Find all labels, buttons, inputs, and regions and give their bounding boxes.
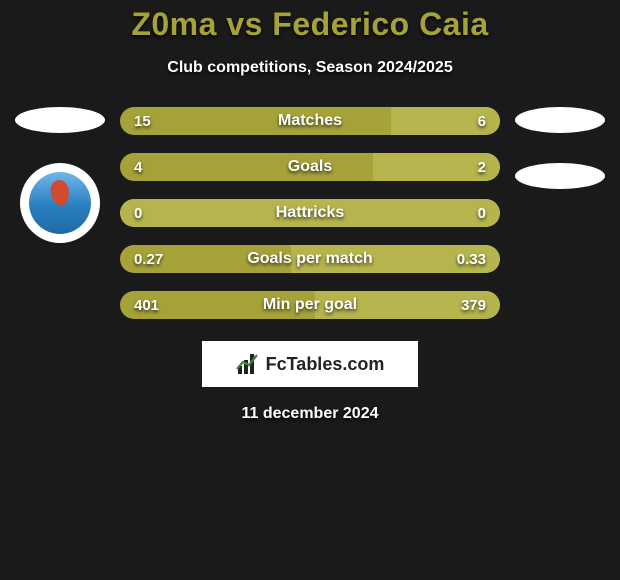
player-flag-right xyxy=(515,107,605,133)
stat-label: Matches xyxy=(120,107,500,135)
club-badge-left xyxy=(20,163,100,243)
date-label: 11 december 2024 xyxy=(0,405,620,423)
stat-value-right: 0 xyxy=(478,199,486,227)
body-row: 15Matches6 4Goals2 0Hattricks0 0.27Goals pe… xyxy=(0,107,620,319)
stat-value-right: 379 xyxy=(461,291,486,319)
stat-label: Min per goal xyxy=(120,291,500,319)
subtitle: Club competitions, Season 2024/2025 xyxy=(0,59,620,77)
comparison-card: Z0ma vs Federico Caia Club competitions,… xyxy=(0,0,620,423)
source-logo-text: FcTables.com xyxy=(266,354,385,375)
stat-bar: 15Matches6 xyxy=(120,107,500,135)
bars-column: 15Matches6 4Goals2 0Hattricks0 0.27Goals pe… xyxy=(110,107,510,319)
stat-value-right: 2 xyxy=(478,153,486,181)
right-column xyxy=(510,107,610,189)
stat-label: Hattricks xyxy=(120,199,500,227)
club-flag-right xyxy=(515,163,605,189)
player-flag-left xyxy=(15,107,105,133)
stat-label: Goals xyxy=(120,153,500,181)
bar-chart-icon xyxy=(236,354,260,374)
club-badge-inner xyxy=(29,172,91,234)
stat-bar: 0.27Goals per match0.33 xyxy=(120,245,500,273)
page-title: Z0ma vs Federico Caia xyxy=(0,6,620,43)
stat-bar: 0Hattricks0 xyxy=(120,199,500,227)
stat-bar: 401Min per goal379 xyxy=(120,291,500,319)
source-logo: FcTables.com xyxy=(202,341,418,387)
stat-value-right: 6 xyxy=(478,107,486,135)
stat-value-right: 0.33 xyxy=(457,245,486,273)
stat-bar: 4Goals2 xyxy=(120,153,500,181)
left-column xyxy=(10,107,110,243)
stat-label: Goals per match xyxy=(120,245,500,273)
